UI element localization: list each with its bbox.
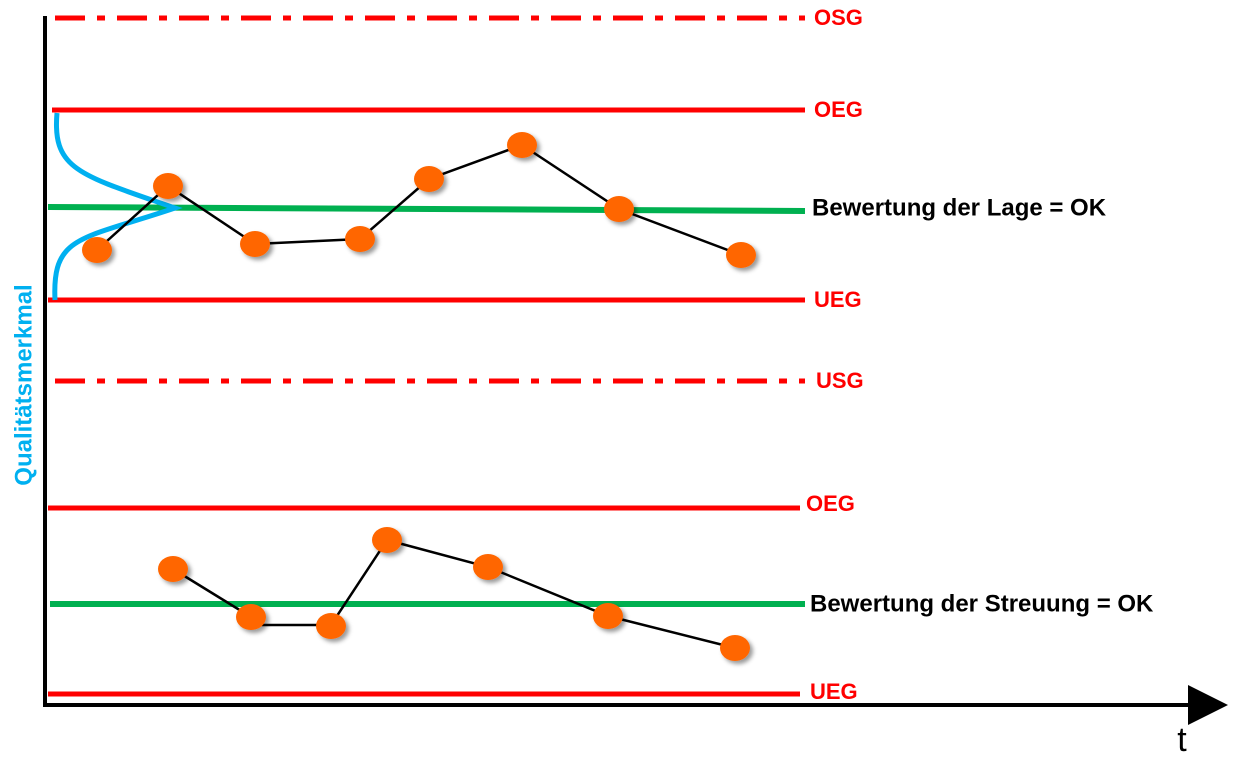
distribution-curve xyxy=(52,112,183,301)
sample-point xyxy=(240,231,270,257)
sample-points xyxy=(158,527,750,661)
sample-point xyxy=(158,556,188,582)
limit-label: OSG xyxy=(814,5,863,30)
limit-label: OEG xyxy=(806,491,855,516)
limit-label: OEG xyxy=(814,97,863,122)
sample-points xyxy=(82,132,756,268)
x-axis-label: t xyxy=(1177,721,1187,759)
sample-point xyxy=(372,527,402,553)
sample-point xyxy=(720,635,750,661)
sample-point xyxy=(473,554,503,580)
sample-point xyxy=(604,196,634,222)
connector-line xyxy=(172,538,736,650)
sample-point xyxy=(153,173,183,199)
y-axis-label: Qualitätsmerkmal xyxy=(10,284,37,485)
assessment-label: Bewertung der Lage = OK xyxy=(812,194,1107,221)
sample-point xyxy=(593,603,623,629)
sample-point xyxy=(345,226,375,252)
assessment-label: Bewertung der Streuung = OK xyxy=(810,590,1154,617)
sample-point xyxy=(236,604,266,630)
sample-point xyxy=(414,166,444,192)
sample-point xyxy=(726,242,756,268)
limit-label: UEG xyxy=(810,679,858,704)
sample-point xyxy=(316,613,346,639)
limit-label: UEG xyxy=(814,287,862,312)
sample-point xyxy=(507,132,537,158)
sample-point xyxy=(82,237,112,263)
limit-label: USG xyxy=(816,368,864,393)
connector-line xyxy=(96,143,742,257)
